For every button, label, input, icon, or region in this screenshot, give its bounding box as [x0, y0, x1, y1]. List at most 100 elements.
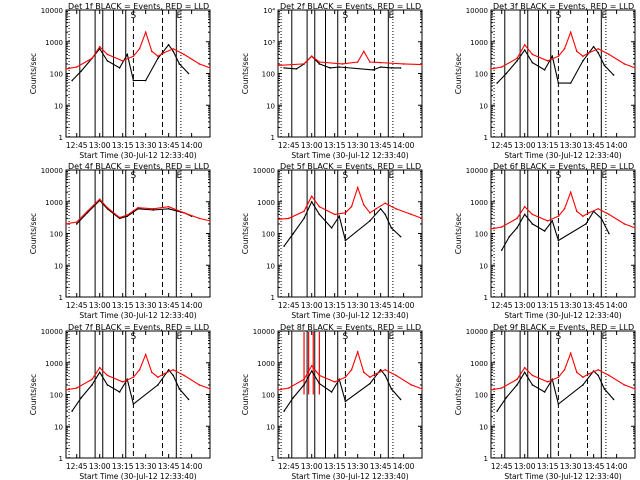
data-point	[277, 218, 279, 221]
y-tick-label: 10000	[466, 7, 488, 15]
y-tick-label: 1	[271, 134, 275, 142]
marker-label: S	[556, 332, 562, 342]
y-tick-label: 100	[50, 392, 63, 400]
y-tick-label: 10	[479, 102, 488, 110]
data-point	[98, 371, 101, 374]
data-point	[390, 227, 393, 229]
data-point	[333, 381, 336, 383]
detector-panel-9: Det 9f BLACK = Events, RED = LLD 1 10 100 10…	[454, 323, 636, 480]
y-tick-label: 10000	[253, 328, 275, 336]
data-point	[612, 74, 615, 76]
data-point	[338, 215, 341, 218]
data-point	[496, 410, 498, 412]
y-tick-label: 1	[271, 455, 275, 463]
plot-frame	[65, 169, 211, 298]
plot-frame	[277, 9, 423, 138]
data-point	[592, 45, 595, 48]
data-point	[106, 206, 109, 209]
data-point	[183, 211, 185, 214]
data-point	[121, 381, 124, 383]
marker-label: S	[343, 332, 349, 342]
y-tick-label: 100	[475, 71, 488, 79]
detector-panel-3: Det 3f BLACK = Events, RED = LLD 1 10 100 10…	[454, 2, 636, 160]
panel-title: Det 2f BLACK = Events, RED = LLD	[280, 2, 421, 11]
data-point	[118, 216, 121, 219]
data-point	[209, 220, 211, 222]
data-point	[410, 213, 413, 216]
data-point	[623, 223, 626, 225]
x-tick-label: 13:15	[537, 462, 559, 471]
x-tick-label: 13:00	[514, 462, 536, 471]
series-line-events	[76, 199, 192, 225]
data-point	[303, 210, 305, 213]
detector-panel-5: Det 5f BLACK = Events, RED = LLD 1 10 100 10…	[241, 162, 423, 320]
panel-title: Det 3f BLACK = Events, RED = LLD	[493, 2, 634, 11]
data-point	[634, 67, 636, 69]
data-point	[138, 368, 141, 371]
x-tick-label: 13:45	[158, 462, 180, 471]
marker-label: E	[177, 171, 183, 181]
y-axis-label: Counts/sec	[29, 374, 38, 415]
data-point	[608, 213, 610, 216]
data-point	[523, 213, 526, 216]
y-tick-label: 1	[271, 294, 275, 302]
series-line-lld	[490, 190, 636, 230]
data-point	[75, 223, 78, 225]
data-point	[523, 371, 526, 374]
data-point	[183, 53, 185, 56]
data-point	[531, 213, 534, 216]
x-tick-label: 14:00	[181, 462, 203, 471]
x-tick-label: 13:00	[89, 301, 111, 310]
marker-label: E	[389, 171, 395, 181]
data-point	[623, 384, 626, 386]
y-tick-label: 1000	[45, 199, 63, 207]
y-axis-label: Counts/sec	[29, 213, 38, 254]
data-point	[597, 374, 600, 377]
series-line-lld	[65, 30, 211, 70]
x-axis-label: Start Time (30-Jul-12 12:33:40)	[79, 151, 196, 160]
data-point	[150, 50, 153, 53]
x-tick-label: 14:00	[606, 301, 628, 310]
data-point	[563, 207, 566, 210]
data-point	[490, 228, 492, 230]
data-point	[75, 387, 78, 389]
data-point	[379, 66, 382, 68]
data-point	[582, 60, 584, 62]
y-tick-label: 100	[475, 231, 488, 239]
x-tick-label: 13:45	[370, 301, 392, 310]
data-point	[623, 63, 626, 65]
data-point	[91, 384, 93, 386]
data-point	[75, 221, 78, 223]
data-point	[569, 82, 572, 84]
y-axis-label: Counts/sec	[241, 213, 250, 254]
x-tick-label: 13:00	[301, 141, 323, 150]
x-tick-label: 13:15	[112, 301, 134, 310]
data-point	[569, 31, 572, 33]
y-tick-label: 10000	[253, 167, 275, 175]
data-point	[98, 45, 101, 48]
y-tick-label: 1	[59, 294, 63, 302]
data-point	[98, 198, 101, 201]
data-point	[152, 207, 155, 210]
data-point	[318, 61, 321, 63]
marker-label: E	[389, 11, 395, 21]
detector-panel-6: Det 6f BLACK = Events, RED = LLD 1 10 100 10…	[454, 162, 636, 320]
data-point	[318, 213, 321, 216]
data-point	[375, 372, 377, 375]
data-point	[369, 211, 371, 214]
data-point	[543, 69, 546, 71]
data-point	[98, 366, 101, 369]
series-line-lld	[490, 30, 636, 70]
data-point	[379, 207, 382, 210]
data-point	[603, 388, 606, 390]
data-point	[344, 239, 347, 242]
data-point	[546, 220, 549, 222]
data-point	[369, 376, 371, 379]
data-point	[563, 368, 566, 371]
data-point	[356, 61, 359, 63]
data-point	[575, 371, 578, 374]
marker-label: S	[343, 11, 349, 21]
data-point	[157, 384, 159, 386]
data-point	[362, 371, 365, 374]
x-tick-label: 13:30	[560, 141, 582, 150]
